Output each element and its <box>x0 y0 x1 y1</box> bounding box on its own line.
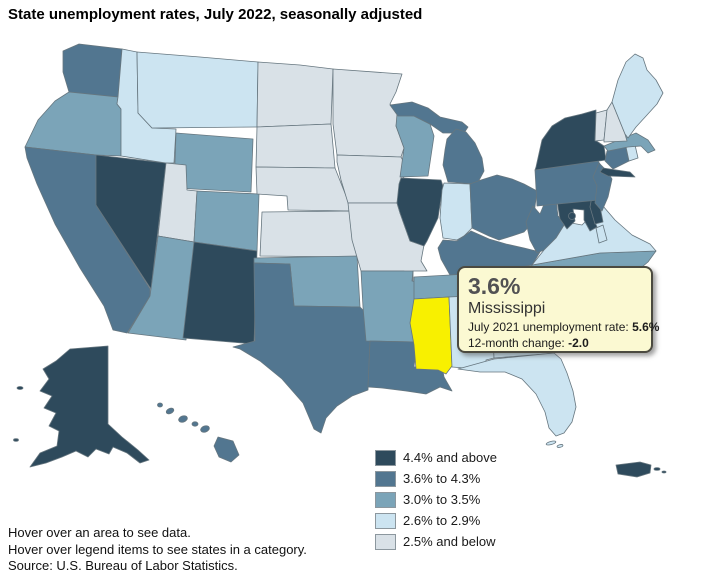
state-nebraska[interactable] <box>255 166 353 212</box>
page-title: State unemployment rates, July 2022, sea… <box>8 6 423 23</box>
tooltip-change-label: 12-month change: <box>468 336 565 350</box>
tooltip-previous-rate-value: 5.6% <box>632 320 660 334</box>
state-florida-keys[interactable] <box>556 444 564 448</box>
tooltip-previous-rate: July 2021 unemployment rate: 5.6% <box>468 319 659 335</box>
state-district-of-columbia[interactable] <box>568 212 576 220</box>
state-south-dakota[interactable] <box>255 123 336 169</box>
state-montana[interactable] <box>136 51 259 129</box>
state-puerto-rico-island[interactable] <box>653 467 661 471</box>
state-puerto-rico[interactable] <box>615 461 652 478</box>
state-maine[interactable] <box>611 53 664 139</box>
footer-notes: Hover over an area to see data. Hover ov… <box>8 525 307 575</box>
state-texas[interactable] <box>232 262 371 434</box>
state-florida[interactable] <box>457 352 577 437</box>
state-iowa[interactable] <box>336 154 408 204</box>
state-hawaii-island[interactable] <box>178 415 189 424</box>
state-puerto-rico-island[interactable] <box>661 470 667 474</box>
legend-swatch-25-below <box>375 533 396 550</box>
state-washington[interactable] <box>62 43 123 98</box>
tooltip-change-value: -2.0 <box>568 336 589 350</box>
state-mississippi-highlighted[interactable] <box>409 296 453 375</box>
legend-label: 2.6% to 2.9% <box>403 513 481 528</box>
state-north-dakota[interactable] <box>256 61 334 128</box>
tooltip-change: 12-month change: -2.0 <box>468 335 647 351</box>
legend-item-44-above[interactable]: 4.4% and above <box>375 449 497 466</box>
map-tooltip: 3.6% Mississippi July 2021 unemployment … <box>457 266 659 353</box>
state-massachusetts[interactable] <box>603 132 656 154</box>
footer-note-hover-area: Hover over an area to see data. <box>8 525 191 540</box>
legend-item-26-29[interactable]: 2.6% to 2.9% <box>375 512 497 529</box>
state-oregon[interactable] <box>24 91 122 157</box>
state-alaska-aleutian-island[interactable] <box>16 386 24 390</box>
legend-swatch-36-43 <box>375 470 396 487</box>
tooltip-previous-rate-label: July 2021 unemployment rate: <box>468 320 629 334</box>
state-hawaii-island[interactable] <box>191 421 199 427</box>
state-michigan[interactable] <box>442 128 485 185</box>
legend-swatch-44-above <box>375 449 396 466</box>
footer-note-hover-legend: Hover over legend items to see states in… <box>8 541 307 557</box>
state-new-mexico[interactable] <box>182 241 258 345</box>
state-illinois[interactable] <box>396 177 444 247</box>
footer-source: Source: U.S. Bureau of Labor Statistics. <box>8 558 238 573</box>
state-florida-keys[interactable] <box>545 440 557 446</box>
legend-item-30-35[interactable]: 3.0% to 3.5% <box>375 491 497 508</box>
legend-label: 4.4% and above <box>403 450 497 465</box>
state-minnesota[interactable] <box>332 68 405 158</box>
tooltip-state-name: Mississippi <box>468 300 546 317</box>
state-indiana[interactable] <box>439 182 473 241</box>
map-legend: 4.4% and above 3.6% to 4.3% 3.0% to 3.5%… <box>375 449 497 554</box>
state-alaska-aleutian-island[interactable] <box>13 438 19 442</box>
state-virginia-eastern-shore[interactable] <box>595 224 608 244</box>
state-virginia[interactable] <box>531 205 657 266</box>
legend-item-25-below[interactable]: 2.5% and below <box>375 533 497 550</box>
legend-label: 2.5% and below <box>403 534 496 549</box>
state-hawaii-island[interactable] <box>200 425 211 434</box>
tooltip-rate-value: 3.6% <box>468 273 521 299</box>
state-ohio[interactable] <box>469 174 538 241</box>
legend-label: 3.0% to 3.5% <box>403 492 481 507</box>
legend-swatch-26-29 <box>375 512 396 529</box>
state-michigan-upper-peninsula[interactable] <box>389 101 469 134</box>
legend-swatch-30-35 <box>375 491 396 508</box>
state-hawaii-big-island[interactable] <box>213 436 240 463</box>
state-new-york-long-island[interactable] <box>599 167 636 178</box>
state-alaska[interactable] <box>29 345 150 468</box>
state-kansas[interactable] <box>259 210 358 258</box>
legend-label: 3.6% to 4.3% <box>403 471 481 486</box>
state-hawaii-island[interactable] <box>165 407 175 415</box>
state-colorado[interactable] <box>193 190 260 252</box>
state-hawaii-island[interactable] <box>157 402 163 408</box>
legend-item-36-43[interactable]: 3.6% to 4.3% <box>375 470 497 487</box>
state-louisiana[interactable] <box>367 340 453 395</box>
